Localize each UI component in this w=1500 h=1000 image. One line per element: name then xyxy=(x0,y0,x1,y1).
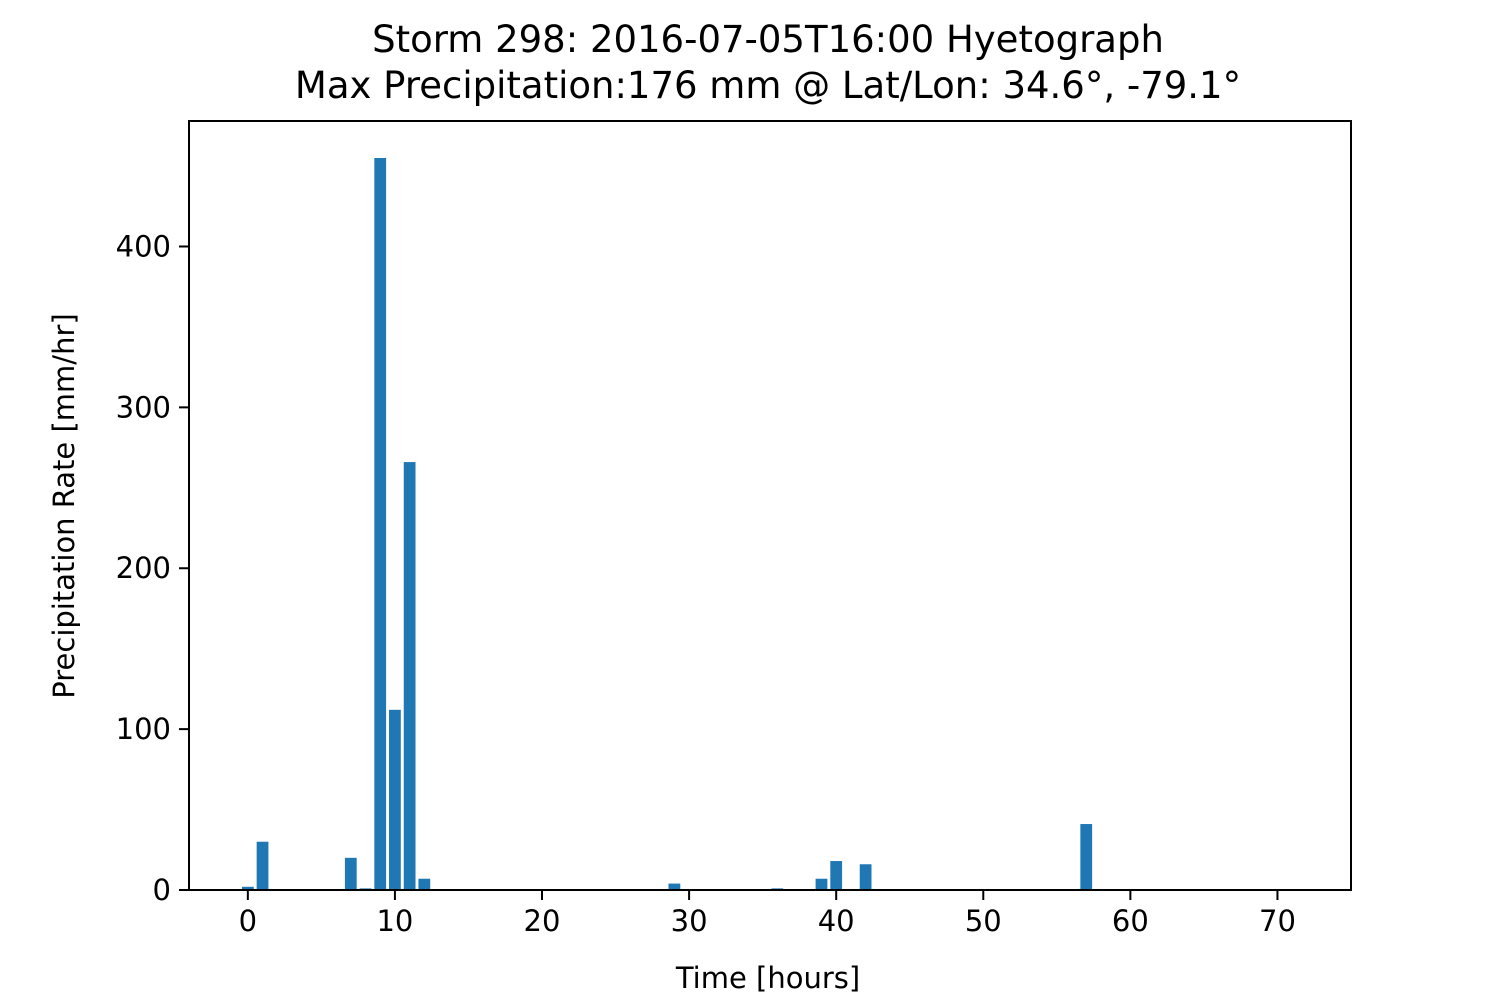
bar xyxy=(374,158,387,891)
bar xyxy=(1080,824,1093,890)
y-axis-label: Precipitation Rate [mm/hr] xyxy=(47,313,81,698)
bar xyxy=(389,709,401,890)
bar xyxy=(830,861,843,890)
chart-title: Storm 298: 2016-07-05T16:00 Hyetograph xyxy=(372,18,1164,61)
chart-subtitle: Max Precipitation:176 mm @ Lat/Lon: 34.6… xyxy=(295,64,1241,107)
bar-series xyxy=(241,158,1093,891)
x-tick-label: 40 xyxy=(818,904,855,938)
plot-frame xyxy=(188,120,1352,891)
x-tick-label: 60 xyxy=(1112,904,1149,938)
x-axis-label: Time [hours] xyxy=(675,961,860,995)
bar xyxy=(344,857,357,890)
x-tick-label: 30 xyxy=(671,904,708,938)
bar xyxy=(668,883,681,890)
x-tick-label: 10 xyxy=(376,904,413,938)
y-axis-ticks: 0 100 200 300 400 xyxy=(116,229,189,907)
bar xyxy=(256,841,269,890)
y-tick-label: 100 xyxy=(116,712,171,746)
bar xyxy=(815,878,828,890)
x-tick-label: 50 xyxy=(965,904,1002,938)
x-axis-ticks: 0 10 20 30 40 50 60 70 xyxy=(239,890,1296,938)
y-tick-label: 0 xyxy=(153,873,171,907)
bar xyxy=(418,878,431,890)
x-tick-label: 0 xyxy=(239,904,257,938)
bar xyxy=(403,462,416,890)
x-tick-label: 70 xyxy=(1259,904,1296,938)
x-tick-label: 20 xyxy=(524,904,561,938)
bar xyxy=(241,886,254,890)
bar xyxy=(859,864,872,890)
y-tick-label: 300 xyxy=(116,390,171,424)
y-tick-label: 400 xyxy=(116,229,171,263)
y-tick-label: 200 xyxy=(116,551,171,585)
